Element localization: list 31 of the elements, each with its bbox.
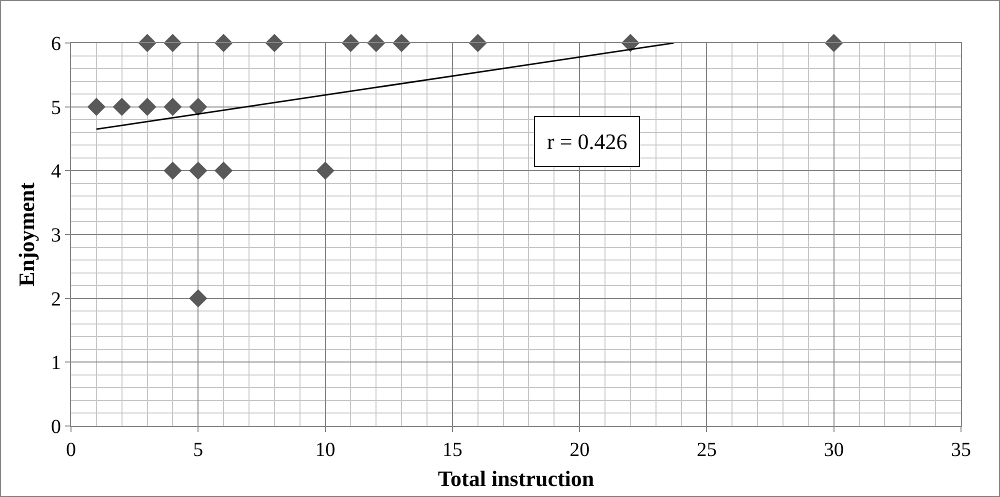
point bbox=[138, 98, 156, 116]
y-axis-title: Enjoyment bbox=[14, 182, 39, 286]
point bbox=[316, 162, 334, 180]
point bbox=[214, 162, 233, 180]
point bbox=[87, 98, 106, 116]
point bbox=[164, 162, 182, 180]
x-tick-label: 10 bbox=[315, 439, 336, 461]
point bbox=[189, 162, 208, 180]
point bbox=[189, 98, 208, 116]
x-tick-label: 0 bbox=[66, 439, 76, 461]
y-tick-label: 6 bbox=[51, 33, 61, 55]
x-tick-label: 25 bbox=[696, 439, 717, 461]
x-tick-label: 15 bbox=[442, 439, 462, 461]
point bbox=[214, 34, 233, 52]
x-axis-title: Total instruction bbox=[438, 466, 594, 491]
point bbox=[164, 98, 182, 116]
y-tick-label: 4 bbox=[51, 160, 61, 183]
point bbox=[189, 289, 208, 308]
x-tick-label: 35 bbox=[951, 439, 971, 461]
y-tick-label: 2 bbox=[51, 288, 61, 310]
x-tick-label: 20 bbox=[570, 439, 590, 461]
y-tick-label: 5 bbox=[51, 96, 61, 119]
point bbox=[392, 34, 411, 52]
y-tick-label: 3 bbox=[51, 224, 61, 246]
annotation: r = 0.426 bbox=[547, 129, 628, 154]
y-tick-label: 1 bbox=[51, 352, 61, 374]
x-tick-label: 5 bbox=[193, 439, 204, 461]
x-tick-label: 30 bbox=[824, 439, 844, 461]
y-tick-label: 0 bbox=[51, 416, 61, 438]
point bbox=[112, 98, 131, 116]
point bbox=[265, 34, 284, 52]
